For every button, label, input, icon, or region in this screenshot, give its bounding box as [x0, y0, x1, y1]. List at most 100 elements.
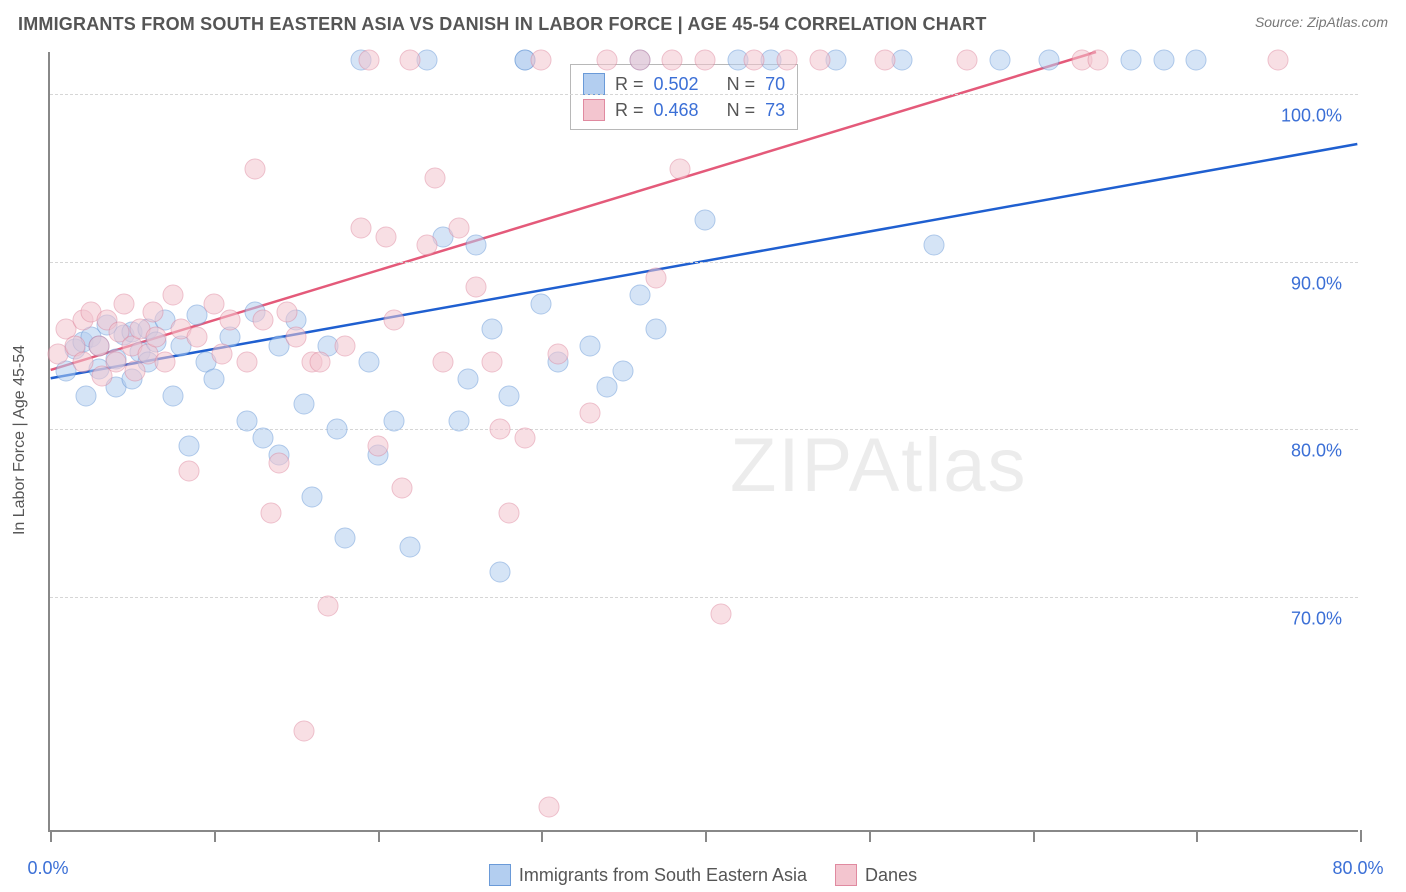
- gridline: [50, 94, 1358, 95]
- x-tick: [1360, 830, 1362, 842]
- scatter-point-sea: [1186, 50, 1207, 71]
- scatter-point-danes: [277, 302, 298, 323]
- scatter-point-sea: [293, 394, 314, 415]
- scatter-point-sea: [1153, 50, 1174, 71]
- scatter-point-sea: [695, 209, 716, 230]
- scatter-point-danes: [162, 285, 183, 306]
- scatter-point-danes: [433, 352, 454, 373]
- scatter-point-danes: [776, 50, 797, 71]
- scatter-point-danes: [744, 50, 765, 71]
- scatter-point-danes: [351, 218, 372, 239]
- legend-swatch: [835, 864, 857, 886]
- x-tick: [541, 830, 543, 842]
- n-value: 73: [765, 100, 785, 121]
- scatter-point-sea: [76, 385, 97, 406]
- scatter-point-danes: [662, 50, 683, 71]
- scatter-point-sea: [383, 411, 404, 432]
- scatter-point-danes: [670, 159, 691, 180]
- scatter-point-sea: [236, 411, 257, 432]
- scatter-point-danes: [244, 159, 265, 180]
- scatter-point-danes: [154, 352, 175, 373]
- scatter-point-danes: [89, 335, 110, 356]
- x-tick: [1033, 830, 1035, 842]
- scatter-point-danes: [261, 503, 282, 524]
- scatter-point-danes: [269, 452, 290, 473]
- scatter-point-danes: [629, 50, 650, 71]
- scatter-point-danes: [695, 50, 716, 71]
- scatter-point-danes: [1268, 50, 1289, 71]
- scatter-point-sea: [179, 436, 200, 457]
- scatter-point-danes: [645, 268, 666, 289]
- scatter-point-danes: [498, 503, 519, 524]
- scatter-point-danes: [580, 402, 601, 423]
- source-label: Source: ZipAtlas.com: [1255, 14, 1388, 30]
- scatter-point-sea: [924, 234, 945, 255]
- scatter-point-danes: [809, 50, 830, 71]
- scatter-point-danes: [875, 50, 896, 71]
- scatter-point-sea: [490, 562, 511, 583]
- scatter-point-sea: [645, 318, 666, 339]
- scatter-point-danes: [146, 327, 167, 348]
- legend-label: Danes: [865, 865, 917, 886]
- stats-legend-row: R =0.468N =73: [583, 97, 785, 123]
- scatter-point-danes: [220, 310, 241, 331]
- scatter-point-danes: [252, 310, 273, 331]
- x-tick-label: 80.0%: [1332, 858, 1383, 879]
- scatter-point-danes: [285, 327, 306, 348]
- scatter-point-danes: [143, 302, 164, 323]
- scatter-point-sea: [1120, 50, 1141, 71]
- scatter-point-sea: [359, 352, 380, 373]
- scatter-point-danes: [1088, 50, 1109, 71]
- x-tick: [705, 830, 707, 842]
- x-tick: [869, 830, 871, 842]
- scatter-point-danes: [375, 226, 396, 247]
- bottom-legend: Immigrants from South Eastern Asia Danes: [0, 864, 1406, 886]
- legend-swatch: [583, 73, 605, 95]
- x-tick: [1196, 830, 1198, 842]
- x-tick: [214, 830, 216, 842]
- scatter-point-sea: [326, 419, 347, 440]
- scatter-point-sea: [531, 293, 552, 314]
- gridline: [50, 597, 1358, 598]
- scatter-point-danes: [490, 419, 511, 440]
- y-axis-label: In Labor Force | Age 45-54: [11, 345, 29, 535]
- title-bar: IMMIGRANTS FROM SOUTH EASTERN ASIA VS DA…: [0, 0, 1406, 52]
- scatter-point-danes: [125, 360, 146, 381]
- scatter-point-sea: [613, 360, 634, 381]
- scatter-point-sea: [989, 50, 1010, 71]
- scatter-point-sea: [457, 369, 478, 390]
- scatter-point-danes: [105, 352, 126, 373]
- legend-item: Immigrants from South Eastern Asia: [489, 864, 807, 886]
- scatter-point-danes: [465, 276, 486, 297]
- chart-title: IMMIGRANTS FROM SOUTH EASTERN ASIA VS DA…: [18, 14, 987, 35]
- scatter-point-sea: [465, 234, 486, 255]
- stats-legend: R =0.502N =70R =0.468N =73: [570, 64, 798, 130]
- scatter-point-danes: [359, 50, 380, 71]
- scatter-point-danes: [482, 352, 503, 373]
- scatter-point-danes: [539, 796, 560, 817]
- scatter-point-sea: [580, 335, 601, 356]
- x-tick: [378, 830, 380, 842]
- scatter-point-sea: [203, 369, 224, 390]
- scatter-point-sea: [629, 285, 650, 306]
- scatter-point-danes: [400, 50, 421, 71]
- scatter-point-danes: [236, 352, 257, 373]
- r-value: 0.502: [654, 74, 699, 95]
- gridline: [50, 262, 1358, 263]
- scatter-point-sea: [482, 318, 503, 339]
- y-tick-label: 90.0%: [1291, 273, 1342, 294]
- scatter-point-danes: [334, 335, 355, 356]
- scatter-point-danes: [392, 478, 413, 499]
- legend-swatch: [583, 99, 605, 121]
- scatter-point-danes: [203, 293, 224, 314]
- scatter-point-sea: [449, 411, 470, 432]
- watermark: ZIPAtlas: [730, 422, 1028, 509]
- scatter-point-danes: [113, 293, 134, 314]
- scatter-point-danes: [293, 721, 314, 742]
- scatter-point-sea: [162, 385, 183, 406]
- y-tick-label: 80.0%: [1291, 441, 1342, 462]
- y-tick-label: 100.0%: [1281, 105, 1342, 126]
- n-value: 70: [765, 74, 785, 95]
- scatter-point-danes: [424, 167, 445, 188]
- n-label: N =: [727, 100, 756, 121]
